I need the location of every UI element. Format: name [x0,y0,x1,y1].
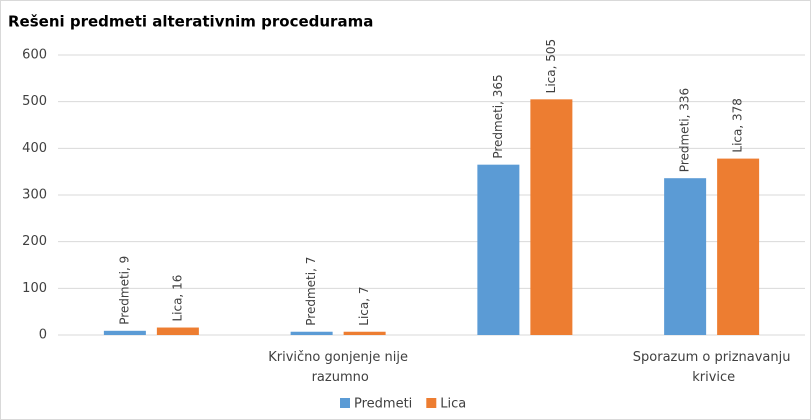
bar [156,327,199,335]
data-label: Predmeti, 365 [491,74,505,158]
x-tick-label: Krivično gonjenje nije razumno [268,350,408,385]
x-tick-label: Sporazum o priznavanju krivice [633,350,791,385]
y-tick-label: 200 [22,234,47,249]
legend-label: Predmeti [354,397,412,412]
legend-swatch [426,398,437,408]
y-tick-label: 500 [22,94,47,109]
data-label: Lica, 378 [731,98,745,153]
bar [343,331,386,335]
bar [103,330,146,335]
legend-swatch [340,398,350,408]
data-label: Lica, 16 [170,275,184,322]
y-tick-label: 400 [22,141,47,156]
bar [290,331,333,335]
bar [477,164,520,335]
data-label: Lica, 505 [544,39,558,94]
legend-label: Lica [440,397,466,412]
y-tick-label: 600 [22,48,47,63]
bar [530,99,573,335]
y-tick-label: 300 [22,188,47,203]
y-tick-label: 100 [22,281,47,296]
bar [717,158,760,335]
data-label: Predmeti, 9 [117,256,131,325]
bar [664,178,707,335]
data-label: Predmeti, 336 [678,88,692,172]
data-label: Lica, 7 [357,286,371,325]
chart-title: Rešeni predmeti alterativnim procedurama [8,13,373,31]
data-label: Predmeti, 7 [304,257,318,326]
y-tick-label: 0 [39,328,47,343]
